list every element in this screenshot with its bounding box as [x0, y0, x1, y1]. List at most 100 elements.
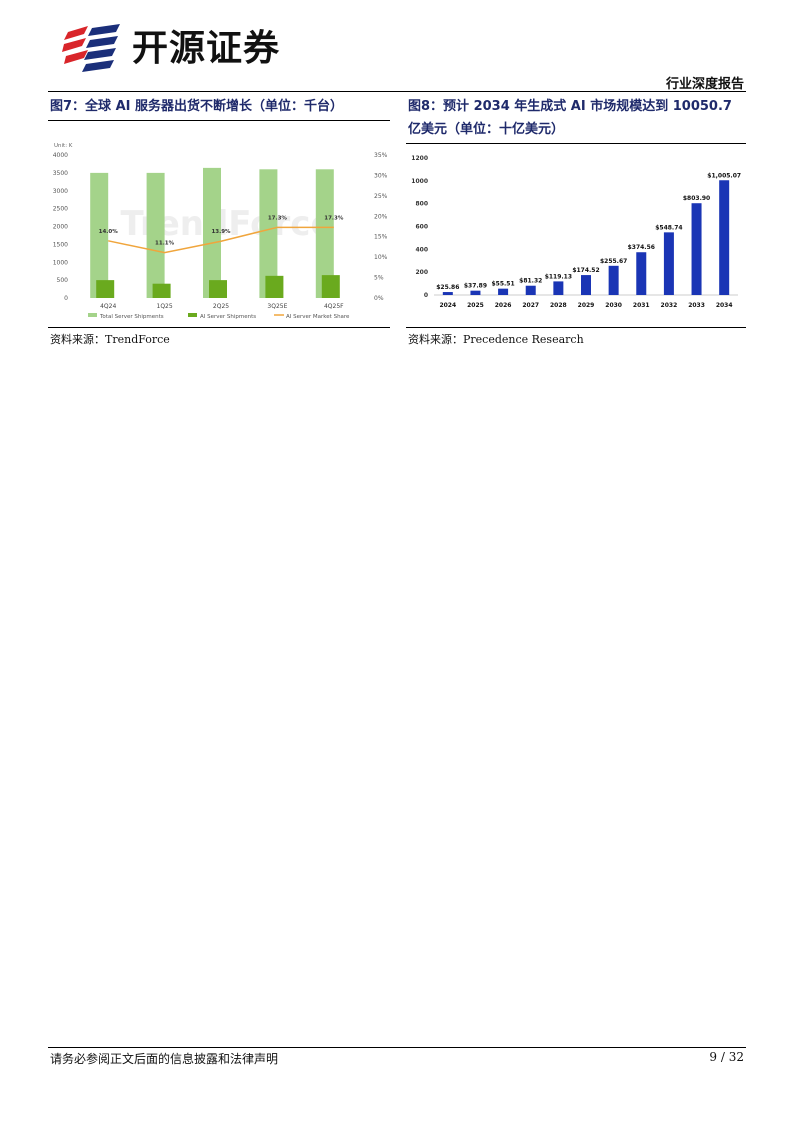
ai-shipments-bar: [152, 283, 171, 298]
market-share-label: 13.9%: [211, 229, 231, 235]
y2-tick-label: 35%: [374, 152, 388, 159]
market-size-bar: [636, 252, 647, 295]
page-number: 9 / 32: [709, 1050, 744, 1064]
figure8-title: 图8：预计 2034 年生成式 AI 市场规模达到 10050.7 亿美元（单位…: [408, 99, 732, 137]
bar-value-label: $548.74: [655, 224, 682, 231]
market-size-bar: [719, 180, 730, 295]
legend-label: Total Server Shipments: [99, 314, 164, 320]
bar-value-label: $119.13: [545, 273, 572, 280]
ai-shipments-bar: [265, 275, 284, 298]
y-tick-label: 800: [415, 201, 428, 208]
market-size-bar: [498, 288, 509, 295]
market-share-label: 17.3%: [268, 215, 288, 221]
figure7-title: 图7：全球 AI 服务器出货不断增长（单位：千台）: [50, 99, 343, 114]
y2-tick-label: 0%: [374, 295, 384, 302]
x-tick-label: 2025: [467, 302, 484, 309]
y-tick-label: 2500: [53, 206, 68, 213]
x-tick-label: 2028: [550, 302, 567, 309]
market-share-label: 11.1%: [155, 241, 175, 247]
x-tick-label: 2024: [439, 302, 456, 309]
market-size-bar: [663, 232, 674, 295]
bar-value-label: $1,005.07: [707, 172, 741, 179]
ai-shipments-bar: [209, 280, 227, 298]
total-shipments-bar: [90, 172, 109, 298]
market-size-bar: [553, 281, 564, 295]
axis-unit-label: Unit: K: [54, 143, 73, 149]
bar-value-label: $374.56: [628, 244, 655, 251]
brand-name: 开源证券: [132, 28, 281, 69]
ai-shipments-bar: [96, 280, 115, 298]
y2-tick-label: 25%: [374, 193, 388, 200]
legend-label: AI Server Shipments: [200, 314, 256, 320]
bar-value-label: $55.51: [492, 281, 515, 288]
total-shipments-bar: [203, 167, 221, 298]
y-tick-label: 1200: [411, 155, 428, 162]
figure8-top-rule: [406, 143, 746, 144]
y-tick-label: 1000: [411, 178, 428, 185]
bar-value-label: $255.67: [600, 258, 627, 265]
market-share-label: 14.0%: [99, 229, 119, 235]
y-tick-label: 1500: [53, 241, 68, 248]
x-tick-label: 2Q25: [213, 303, 229, 310]
y-tick-label: 1000: [53, 259, 68, 266]
total-shipments-bar: [315, 169, 334, 298]
total-shipments-bar: [146, 172, 165, 298]
x-tick-label: 2034: [716, 302, 733, 309]
footer-disclaimer: 请务必参阅正文后面的信息披露和法律声明: [50, 1052, 279, 1066]
bar-value-label: $803.90: [683, 195, 710, 202]
x-tick-label: 2027: [522, 302, 539, 309]
legend-swatch: [188, 313, 197, 317]
y-tick-label: 200: [415, 269, 428, 276]
market-size-bar: [442, 292, 453, 295]
market-share-line: [108, 226, 334, 254]
figure8-source: 资料来源：Precedence Research: [408, 333, 584, 346]
figure8-bottom-rule: [406, 327, 746, 328]
header-divider: [48, 91, 746, 92]
y2-tick-label: 5%: [374, 275, 384, 282]
figure7-bottom-rule: [48, 327, 390, 328]
legend-label: AI Server Market Share: [286, 314, 350, 320]
market-size-bar: [608, 265, 619, 295]
y-tick-label: 4000: [53, 152, 68, 159]
y2-tick-label: 10%: [374, 254, 388, 261]
market-share-label: 17.3%: [324, 215, 344, 221]
figure8-chart: 0 200 400 600 800 1000 1200 $25.86 2024 $37.89 202…: [411, 155, 741, 309]
bar-value-label: $81.32: [519, 278, 542, 285]
x-tick-label: 2030: [605, 302, 622, 309]
market-size-bar: [470, 290, 481, 295]
bar-value-label: $25.86: [436, 284, 459, 291]
bar-value-label: $37.89: [464, 283, 487, 290]
x-tick-label: 1Q25: [157, 303, 173, 310]
logo-mark-icon: [62, 24, 120, 72]
y-tick-label: 500: [57, 277, 69, 284]
market-size-bar: [525, 285, 536, 295]
market-size-bar: [581, 275, 591, 295]
y-tick-label: 2000: [53, 224, 68, 231]
x-tick-label: 3Q25E: [267, 303, 287, 310]
y-tick-label: 3500: [53, 170, 68, 177]
x-tick-label: 2026: [495, 302, 512, 309]
market-size-bar: [691, 203, 702, 295]
x-tick-label: 2029: [578, 302, 595, 309]
y-tick-label: 3000: [53, 188, 68, 195]
y2-tick-label: 30%: [374, 172, 388, 179]
total-shipments-bar: [259, 169, 278, 298]
y2-tick-label: 15%: [374, 234, 388, 241]
x-tick-label: 4Q24: [100, 303, 116, 310]
bar-value-label: $174.52: [572, 267, 599, 274]
y-tick-label: 0: [64, 295, 68, 302]
footer-divider: [48, 1047, 746, 1048]
x-tick-label: 2031: [633, 302, 650, 309]
x-tick-label: 2032: [661, 302, 678, 309]
y-tick-label: 400: [415, 246, 428, 253]
y-tick-label: 600: [415, 224, 428, 231]
report-type: 行业深度报告: [665, 77, 744, 92]
x-tick-label: 4Q25F: [324, 303, 344, 310]
y2-tick-label: 20%: [374, 213, 388, 220]
figure7-top-rule: [48, 120, 390, 121]
x-tick-label: 2033: [688, 302, 705, 309]
legend-swatch: [88, 313, 97, 317]
y-tick-label: 0: [424, 292, 428, 299]
figure7-source: 资料来源：TrendForce: [50, 333, 170, 346]
